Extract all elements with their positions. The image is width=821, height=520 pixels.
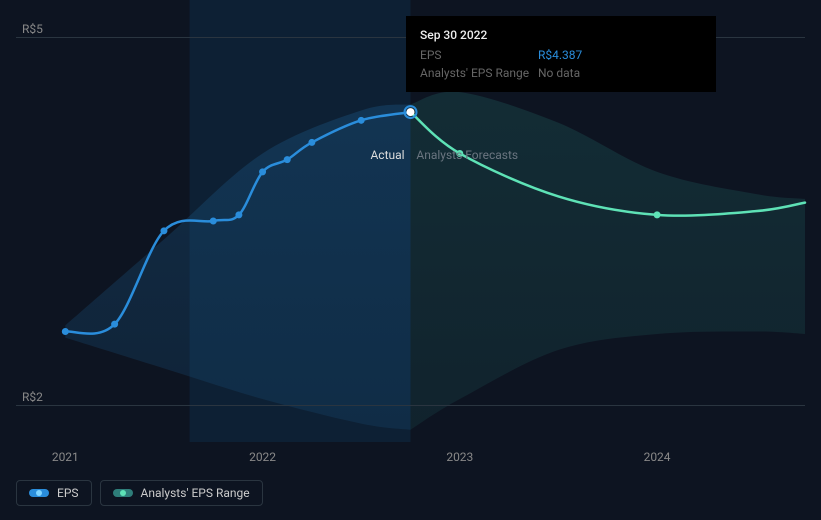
eps-forecast-marker[interactable] xyxy=(654,211,661,218)
eps-marker[interactable] xyxy=(62,328,69,335)
tooltip-row: Analysts' EPS RangeNo data xyxy=(420,64,702,82)
tooltip-row-label: Analysts' EPS Range xyxy=(420,64,538,82)
chart-legend: EPS Analysts' EPS Range xyxy=(16,480,263,506)
eps-marker[interactable] xyxy=(235,211,242,218)
legend-item[interactable]: EPS xyxy=(16,480,92,506)
tooltip-row-label: EPS xyxy=(420,46,538,64)
x-tick-label: 2024 xyxy=(644,450,671,464)
forecast-label: Analysts Forecasts xyxy=(416,148,518,162)
legend-item[interactable]: Analysts' EPS Range xyxy=(100,480,263,506)
legend-swatch xyxy=(29,489,49,497)
eps-chart: R$5 R$2 2021 2022 2023 2024 Actual Analysts … xyxy=(0,0,821,520)
eps-marker[interactable] xyxy=(358,117,365,124)
eps-marker[interactable] xyxy=(111,321,118,328)
tooltip-title: Sep 30 2022 xyxy=(420,26,702,44)
x-tick-label: 2021 xyxy=(52,450,79,464)
legend-swatch xyxy=(113,489,133,497)
eps-marker[interactable] xyxy=(160,227,167,234)
eps-marker[interactable] xyxy=(210,218,217,225)
chart-tooltip: Sep 30 2022 EPSR$4.387Analysts' EPS Rang… xyxy=(406,16,716,92)
y-tick-label: R$2 xyxy=(22,390,43,404)
legend-label: Analysts' EPS Range xyxy=(141,486,250,500)
y-tick-label: R$5 xyxy=(22,22,43,36)
highlight-marker[interactable] xyxy=(407,108,415,116)
tooltip-row-value: R$4.387 xyxy=(538,46,582,64)
eps-marker[interactable] xyxy=(284,156,291,163)
y-gridline xyxy=(16,405,805,406)
x-tick-label: 2023 xyxy=(446,450,473,464)
range-area-forecast xyxy=(411,92,806,430)
legend-label: EPS xyxy=(57,486,79,500)
actual-label: Actual xyxy=(370,148,404,162)
tooltip-row: EPSR$4.387 xyxy=(420,46,702,64)
tooltip-row-value: No data xyxy=(538,64,580,82)
x-tick-label: 2022 xyxy=(249,450,276,464)
eps-marker[interactable] xyxy=(259,168,266,175)
eps-marker[interactable] xyxy=(308,139,315,146)
